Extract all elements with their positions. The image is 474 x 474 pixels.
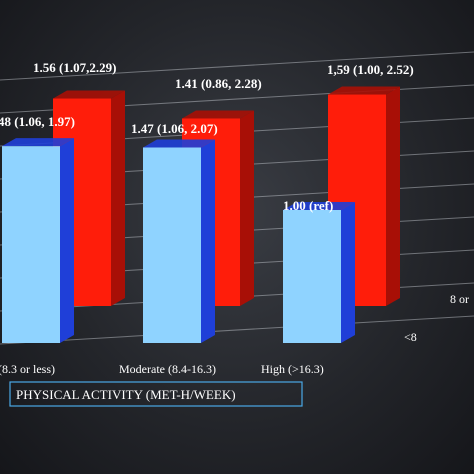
bar-back-0-top [53,90,125,99]
front-series-bars [2,138,355,343]
bar-back-1-top [182,110,254,119]
bar-back-2-top [328,86,400,95]
bar-front-0-top [2,138,74,147]
category-label-high: High (>16.3) [261,362,324,376]
data-label-front-1: 1.47 (1.06, 2.07) [131,121,218,136]
bar-front-1-top [143,139,215,148]
bar-front-1-face [143,147,201,343]
data-label-back-2: 1,59 (1.00, 2.52) [327,62,414,77]
bar-back-2-side [386,86,400,306]
depth-label-front: <8 [404,330,417,344]
data-label-front-2: 1.00 (ref) [283,198,333,213]
bar-front-2-side [341,202,355,343]
bar-back-0-side [111,90,125,307]
depth-label-back: 8 or [450,292,469,306]
data-label-back-0: 1.56 (1.07,2.29) [33,60,116,75]
bar-front-2-top [283,202,355,210]
bar-back-1-side [240,110,254,306]
gridline [0,315,474,345]
bar-front-1 [143,139,215,343]
data-label-front-0: 48 (1.06, 1.97) [0,114,75,129]
bar-front-1-side [201,139,215,343]
bar-front-2 [283,202,355,343]
category-label-moderate: Moderate (8.4-16.3) [119,362,216,376]
gridline [0,51,474,81]
x-axis-title-box [9,381,303,407]
bar-front-2-face [283,210,341,343]
bar-back-2 [328,86,400,306]
data-label-back-1: 1.41 (0.86, 2.28) [175,76,262,91]
x-axis-title: PHYSICAL ACTIVITY (MET-H/WEEK) [16,387,236,402]
bar-front-0 [2,138,74,343]
bar-front-0-face [2,146,60,343]
bar-front-0-side [60,138,74,343]
category-label-low: (8.3 or less) [0,362,55,376]
